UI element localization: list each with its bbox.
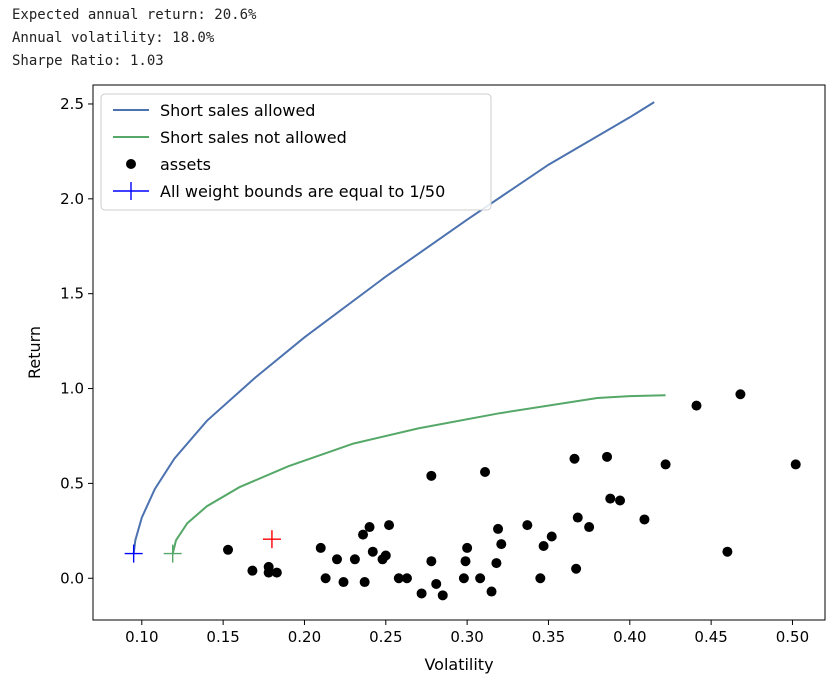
asset-point [571, 563, 582, 574]
asset-point [223, 544, 234, 555]
asset-point [332, 554, 342, 565]
y-tick-label: 1.0 [60, 380, 84, 398]
frontier-line [132, 101, 655, 554]
y-tick-label: 1.5 [60, 285, 84, 303]
asset-point [790, 459, 801, 470]
asset-point [460, 556, 471, 567]
y-tick-label: 2.5 [60, 95, 84, 113]
legend-label: Short sales not allowed [160, 128, 347, 147]
legend-label: Short sales allowed [160, 101, 315, 120]
asset-point [735, 389, 746, 400]
sharpe-ratio-line: Sharpe Ratio: 1.03 [12, 53, 164, 69]
x-tick-label: 0.25 [369, 628, 402, 646]
portfolio-marker [163, 544, 182, 563]
volatility-line: Annual volatility: 18.0% [12, 30, 215, 46]
plot-frame [92, 84, 826, 621]
asset-point [462, 542, 473, 553]
asset-point [691, 400, 702, 411]
asset-point [358, 529, 369, 540]
asset-point [401, 573, 412, 584]
y-tick-label: 0.0 [60, 569, 84, 587]
asset-point [458, 573, 469, 584]
asset-point [380, 550, 391, 561]
y-axis-label: Return [25, 326, 44, 379]
asset-point [722, 546, 733, 557]
asset-point [615, 495, 626, 506]
asset-point [486, 586, 497, 597]
expected-return-line: Expected annual return: 20.6% [12, 7, 257, 23]
asset-point [493, 523, 504, 534]
legend-box [100, 93, 492, 211]
asset-point [569, 453, 580, 464]
asset-point [431, 578, 442, 589]
legend-label: All weight bounds are equal to 1/50 [160, 182, 445, 201]
asset-point [315, 542, 326, 553]
asset-point [572, 512, 583, 523]
asset-point [605, 493, 616, 504]
asset-point [496, 539, 507, 550]
asset-point [271, 567, 282, 578]
legend-cross-swatch [113, 182, 149, 200]
asset-point [426, 556, 437, 567]
asset-point [584, 522, 595, 533]
x-tick-label: 0.45 [694, 628, 727, 646]
asset-point [416, 588, 427, 599]
legend-label: assets [160, 155, 211, 174]
x-tick-label: 0.30 [450, 628, 483, 646]
asset-point [475, 573, 486, 584]
asset-point [426, 470, 437, 481]
asset-point [367, 546, 378, 557]
asset-point [320, 573, 331, 584]
asset-point [522, 520, 533, 531]
x-axis-label: Volatility [424, 655, 493, 674]
asset-point [639, 514, 650, 525]
legend-dot-swatch [126, 159, 136, 169]
asset-point [480, 467, 491, 478]
portfolio-marker [262, 530, 281, 549]
asset-point [491, 558, 502, 569]
x-tick-label: 0.10 [125, 628, 158, 646]
x-tick-label: 0.15 [206, 628, 239, 646]
asset-point [437, 590, 448, 601]
output-text: Expected annual return: 20.6% Annual vol… [12, 4, 256, 73]
asset-point [263, 561, 274, 572]
x-tick-label: 0.40 [613, 628, 646, 646]
asset-point [660, 459, 671, 470]
asset-point [349, 554, 360, 565]
x-tick-label: 0.20 [288, 628, 321, 646]
asset-point [538, 541, 549, 552]
asset-point [247, 565, 258, 576]
y-tick-label: 2.0 [60, 190, 84, 208]
asset-point [364, 522, 375, 533]
legend: Short sales allowed Short sales not allow… [100, 93, 492, 211]
x-tick-label: 0.50 [776, 628, 809, 646]
asset-point [359, 577, 370, 588]
asset-point [393, 573, 404, 584]
frontier-line [171, 394, 666, 554]
x-tick-label: 0.35 [532, 628, 565, 646]
asset-point [384, 520, 395, 531]
asset-point [535, 573, 546, 584]
asset-point [338, 577, 349, 588]
asset-point [546, 531, 557, 542]
asset-point [602, 451, 613, 462]
portfolio-marker [124, 544, 143, 563]
y-tick-label: 0.5 [60, 474, 84, 492]
